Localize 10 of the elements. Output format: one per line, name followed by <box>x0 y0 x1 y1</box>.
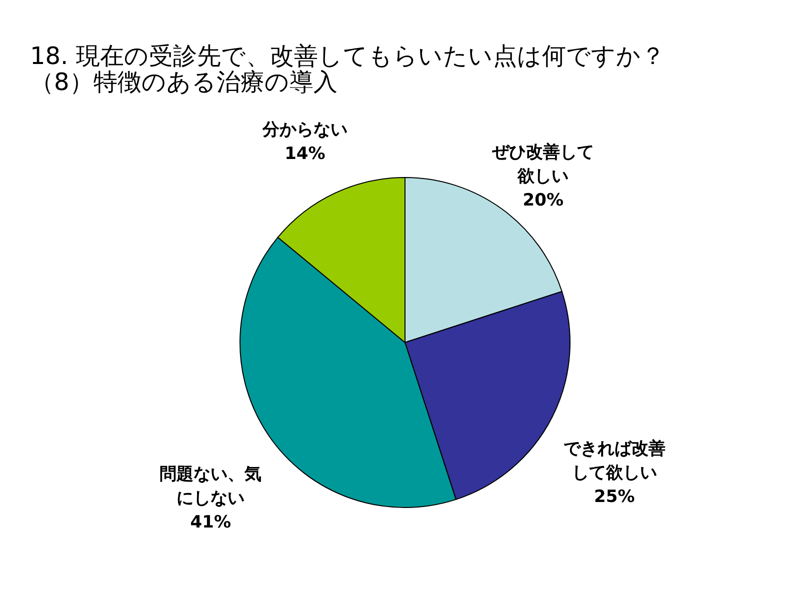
slice-label: 分からない <box>261 120 348 140</box>
data-label: 25% <box>594 487 635 508</box>
data-label: 14% <box>284 144 326 164</box>
slice-label: できれば改善して欲しい <box>563 438 666 484</box>
chart-subtitle: （8）特徴のある治療の導入 <box>30 68 338 96</box>
slice-label: 問題ない、気にしない <box>160 464 262 509</box>
slice-label: ぜひ改善して欲しい <box>491 141 594 186</box>
data-label: 20% <box>522 190 564 210</box>
data-label: 41% <box>190 512 231 533</box>
chart-title: 18. 現在の受診先で、改善してもらいたい点は何ですか？ <box>30 42 665 70</box>
